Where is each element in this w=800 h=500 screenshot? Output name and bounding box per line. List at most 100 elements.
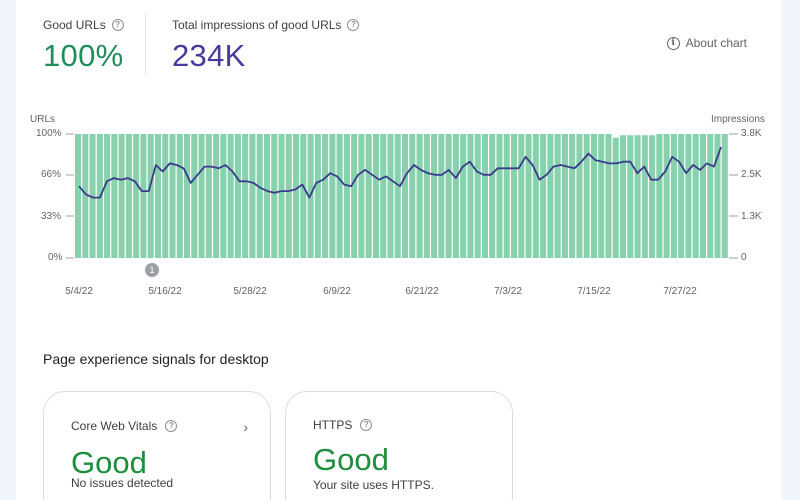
good-urls-bar[interactable] — [293, 134, 300, 258]
good-urls-bar[interactable] — [554, 134, 561, 258]
good-urls-bar[interactable] — [322, 134, 329, 258]
https-card[interactable]: HTTPS ? Good Your site uses HTTPS. — [285, 391, 513, 500]
good-urls-bar[interactable] — [663, 134, 670, 258]
good-urls-bar[interactable] — [561, 134, 568, 258]
impressions-line[interactable] — [78, 146, 722, 199]
good-urls-bar[interactable] — [518, 134, 525, 258]
good-urls-bar[interactable] — [692, 134, 699, 258]
good-urls-bar[interactable] — [184, 134, 191, 258]
good-urls-bar[interactable] — [452, 134, 459, 258]
good-urls-bar[interactable] — [620, 135, 627, 258]
good-urls-bar[interactable] — [656, 134, 663, 258]
good-urls-bar[interactable] — [583, 134, 590, 258]
good-urls-bar[interactable] — [176, 134, 183, 258]
good-urls-bar[interactable] — [278, 134, 285, 258]
good-urls-bar[interactable] — [590, 134, 597, 258]
good-urls-bar[interactable] — [249, 134, 256, 258]
good-urls-bar[interactable] — [569, 134, 576, 258]
good-urls-bar[interactable] — [423, 134, 430, 258]
good-urls-bar[interactable] — [111, 134, 118, 258]
good-urls-bar[interactable] — [576, 134, 583, 258]
good-urls-bar[interactable] — [678, 134, 685, 258]
good-urls-bar[interactable] — [438, 134, 445, 258]
good-urls-bar[interactable] — [714, 134, 721, 258]
annotation-marker[interactable]: 1 — [145, 263, 159, 277]
good-urls-bar[interactable] — [460, 134, 467, 258]
good-urls-bar[interactable] — [227, 134, 234, 258]
good-urls-bar[interactable] — [612, 137, 619, 258]
core-web-vitals-card[interactable]: Core Web Vitals ? › Good No issues detec… — [43, 391, 271, 500]
good-urls-bar[interactable] — [263, 134, 270, 258]
about-chart-button[interactable]: i About chart — [666, 36, 747, 50]
good-urls-bar[interactable] — [205, 134, 212, 258]
good-urls-bar[interactable] — [634, 135, 641, 258]
good-urls-bar[interactable] — [540, 134, 547, 258]
good-urls-bar[interactable] — [481, 134, 488, 258]
good-urls-bar[interactable] — [525, 134, 532, 258]
good-urls-bar[interactable] — [503, 134, 510, 258]
good-urls-bar[interactable] — [89, 134, 96, 258]
chevron-right-icon[interactable]: › — [243, 419, 248, 435]
good-urls-bar[interactable] — [300, 134, 307, 258]
good-urls-bar[interactable] — [147, 134, 154, 258]
good-urls-bar[interactable] — [75, 134, 82, 258]
good-urls-bar[interactable] — [532, 134, 539, 258]
good-urls-bar[interactable] — [213, 134, 220, 258]
good-urls-bar[interactable] — [314, 134, 321, 258]
good-urls-bar[interactable] — [336, 134, 343, 258]
good-urls-bar[interactable] — [598, 134, 605, 258]
good-urls-bar[interactable] — [242, 134, 249, 258]
good-urls-bar[interactable] — [707, 134, 714, 258]
good-urls-bar[interactable] — [547, 134, 554, 258]
good-urls-bar[interactable] — [431, 134, 438, 258]
good-urls-bar[interactable] — [394, 134, 401, 258]
good-urls-value: 100% — [43, 38, 124, 73]
good-urls-bar[interactable] — [343, 134, 350, 258]
good-urls-bar[interactable] — [358, 134, 365, 258]
good-urls-bar[interactable] — [445, 134, 452, 258]
good-urls-bar[interactable] — [140, 134, 147, 258]
good-urls-bar[interactable] — [351, 134, 358, 258]
good-urls-bar[interactable] — [489, 134, 496, 258]
good-urls-bar[interactable] — [220, 134, 227, 258]
good-urls-bar[interactable] — [169, 134, 176, 258]
good-urls-bar[interactable] — [721, 134, 728, 258]
good-urls-bar[interactable] — [125, 134, 132, 258]
good-urls-bar[interactable] — [416, 134, 423, 258]
good-urls-bar[interactable] — [372, 134, 379, 258]
good-urls-bar[interactable] — [104, 134, 111, 258]
help-icon[interactable]: ? — [360, 419, 373, 431]
good-urls-bar[interactable] — [685, 134, 692, 258]
good-urls-bar[interactable] — [496, 134, 503, 258]
good-urls-bar[interactable] — [699, 134, 706, 258]
good-urls-bar[interactable] — [402, 134, 409, 258]
good-urls-bar[interactable] — [82, 134, 89, 258]
good-urls-bar[interactable] — [154, 134, 161, 258]
good-urls-bar[interactable] — [641, 135, 648, 258]
chart-plot[interactable] — [16, 0, 781, 300]
good-urls-bar[interactable] — [329, 134, 336, 258]
good-urls-bar[interactable] — [409, 134, 416, 258]
good-urls-bar[interactable] — [256, 134, 263, 258]
good-urls-bar[interactable] — [234, 134, 241, 258]
good-urls-bar[interactable] — [605, 134, 612, 258]
help-icon[interactable]: ? — [165, 420, 178, 432]
good-urls-bar[interactable] — [191, 134, 198, 258]
good-urls-bar[interactable] — [133, 134, 140, 258]
help-icon[interactable]: ? — [347, 19, 360, 31]
good-urls-bar[interactable] — [627, 135, 634, 258]
good-urls-bar[interactable] — [198, 134, 205, 258]
help-icon[interactable]: ? — [111, 19, 124, 31]
good-urls-bar[interactable] — [387, 134, 394, 258]
good-urls-bar[interactable] — [474, 134, 481, 258]
good-urls-bar[interactable] — [365, 134, 372, 258]
good-urls-bar[interactable] — [467, 134, 474, 258]
good-urls-bar[interactable] — [118, 134, 125, 258]
good-urls-bar[interactable] — [285, 134, 292, 258]
good-urls-bar[interactable] — [649, 135, 656, 258]
good-urls-bar[interactable] — [162, 134, 169, 258]
good-urls-bar[interactable] — [511, 134, 518, 258]
good-urls-bar[interactable] — [380, 134, 387, 258]
good-urls-bar[interactable] — [271, 134, 278, 258]
good-urls-bar[interactable] — [670, 134, 677, 258]
